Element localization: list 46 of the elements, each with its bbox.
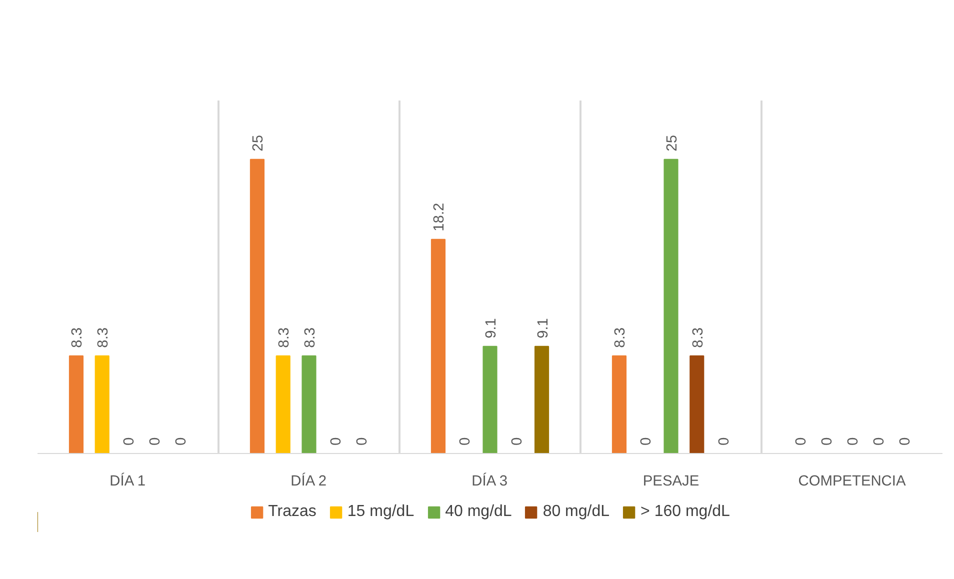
data-label: 25 [664, 135, 680, 152]
bar [68, 355, 84, 454]
data-label: 0 [328, 437, 344, 446]
legend-label: Trazas [268, 503, 316, 521]
data-label: 0 [638, 437, 655, 446]
legend-label: 80 mg/dL [542, 503, 610, 521]
data-label: 0 [846, 437, 862, 446]
data-label: 8.3 [690, 327, 706, 348]
data-label: 8.3 [276, 327, 293, 348]
bar [250, 158, 265, 454]
data-label: 0 [458, 437, 474, 446]
data-label: 9.1 [484, 318, 500, 338]
bar [482, 346, 498, 454]
bar [690, 355, 704, 454]
bar [612, 355, 627, 454]
data-label: 18.2 [432, 202, 448, 232]
legend-label: > 160 mg/dL [640, 503, 730, 521]
data-label: 0 [897, 437, 914, 446]
bar [94, 355, 110, 454]
data-label: 8.3 [612, 327, 629, 348]
x-tick-label: COMPETENCIA [798, 474, 906, 490]
data-label: 0 [871, 437, 888, 446]
data-label: 8.3 [70, 327, 86, 348]
bar [302, 355, 316, 454]
x-tick-label: DÍA 1 [110, 472, 146, 490]
data-label: 8.3 [96, 327, 112, 348]
legend-label: 40 mg/dL [445, 503, 512, 521]
data-label: 0 [354, 437, 370, 446]
data-label: 25 [250, 135, 267, 152]
bar [664, 158, 678, 454]
data-label: 0 [820, 437, 836, 446]
x-tick-label: DÍA 3 [472, 472, 508, 490]
data-label: 0 [147, 437, 164, 446]
data-label: 0 [794, 437, 810, 446]
x-tick-label: DÍA 2 [290, 472, 327, 490]
data-label: 0 [509, 437, 526, 446]
data-label: 9.1 [535, 318, 552, 338]
data-label: 0 [716, 437, 732, 446]
data-label: 8.3 [302, 327, 318, 348]
data-label: 0 [122, 437, 138, 446]
x-tick-label: PESAJE [642, 474, 700, 490]
bar [276, 355, 290, 454]
legend-label: 15 mg/dL [347, 503, 414, 521]
data-label: 0 [173, 437, 190, 446]
bar [534, 346, 550, 454]
bar [430, 238, 446, 454]
